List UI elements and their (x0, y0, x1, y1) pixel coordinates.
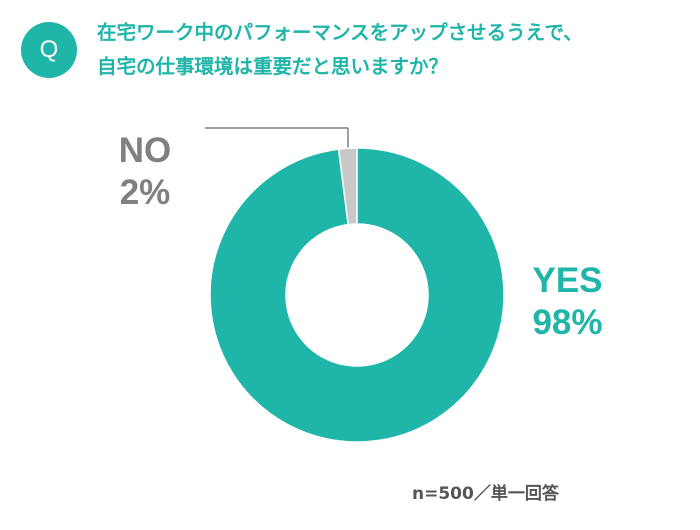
donut-slices (209, 147, 505, 443)
label-no-value: 2% (119, 173, 171, 212)
label-yes: YES 98% (510, 260, 625, 344)
question-line-1: 在宅ワーク中のパフォーマンスをアップさせるうえで、 (97, 21, 583, 44)
question-text: 在宅ワーク中のパフォーマンスをアップさせるうえで、 自宅の仕事環境は重要だと思い… (97, 16, 697, 84)
label-no-name: NO (118, 131, 172, 170)
label-yes-value: 98% (532, 303, 603, 342)
label-no: NO 2% (100, 130, 190, 214)
sample-note: n=500／単一回答 (412, 484, 559, 504)
slice-yes (209, 147, 505, 443)
question-badge: Q (21, 22, 77, 78)
label-yes-name: YES (532, 261, 603, 300)
question-line-2: 自宅の仕事環境は重要だと思いますか？ (97, 55, 449, 78)
